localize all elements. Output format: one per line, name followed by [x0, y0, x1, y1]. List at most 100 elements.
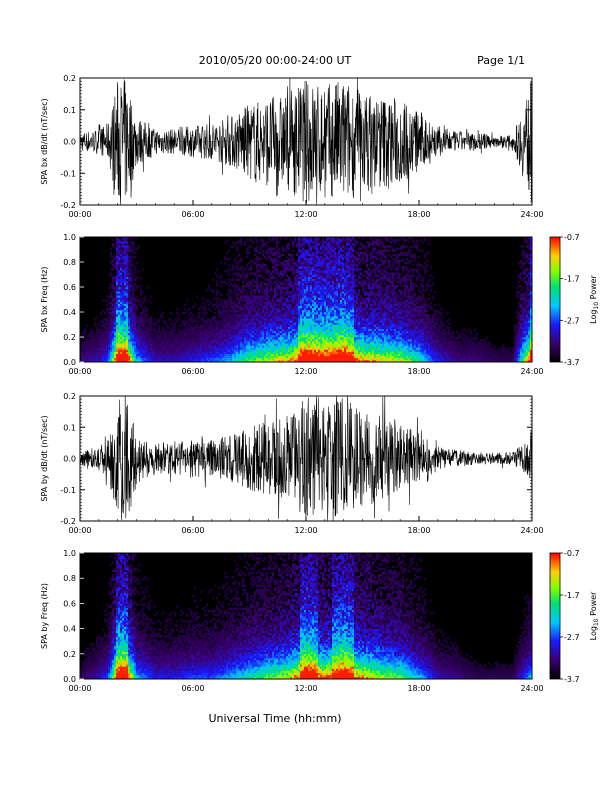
heatmap-cell — [280, 272, 283, 275]
heatmap-cell — [198, 341, 201, 344]
heatmap-cell — [282, 305, 285, 309]
heatmap-cell — [320, 303, 323, 307]
heatmap-cell — [226, 318, 229, 321]
heatmap-cell — [314, 347, 317, 350]
heatmap-cell — [292, 262, 295, 265]
heatmap-cell — [306, 287, 309, 290]
heatmap-cell — [312, 253, 315, 257]
heatmap-cell — [160, 337, 163, 340]
heatmap-cell — [112, 326, 115, 329]
heatmap-cell — [218, 357, 221, 361]
heatmap-cell — [158, 353, 161, 357]
heatmap-cell — [218, 343, 221, 346]
heatmap-cell — [260, 324, 263, 327]
heatmap-cell — [84, 351, 87, 354]
heatmap-cell — [210, 326, 213, 329]
heatmap-cell — [240, 237, 243, 240]
heatmap-cell — [184, 355, 187, 359]
heatmap-cell — [276, 349, 279, 352]
heatmap-cell — [142, 353, 145, 357]
heatmap-cell — [294, 303, 297, 307]
heatmap-cell — [114, 293, 117, 296]
heatmap-cell — [122, 334, 125, 338]
heatmap-cell — [252, 359, 255, 363]
heatmap-cell — [238, 309, 241, 313]
heatmap-cell — [228, 324, 231, 327]
heatmap-cell — [252, 295, 255, 298]
heatmap-cell — [326, 305, 329, 309]
heatmap-cell — [288, 264, 291, 267]
heatmap-cell — [330, 274, 333, 277]
heatmap-cell — [280, 345, 283, 348]
heatmap-cell — [304, 320, 307, 323]
heatmap-cell — [314, 293, 317, 296]
heatmap-cell — [88, 341, 91, 344]
heatmap-cell — [120, 241, 123, 244]
heatmap-cell — [282, 312, 285, 315]
heatmap-cell — [128, 268, 131, 271]
heatmap-cell — [314, 318, 317, 321]
heatmap-cell — [214, 357, 217, 361]
heatmap-cell — [332, 353, 335, 357]
heatmap-cell — [244, 341, 247, 344]
heatmap-cell — [280, 280, 283, 284]
heatmap-cell — [246, 301, 249, 304]
heatmap-cell — [296, 266, 299, 269]
heatmap-cell — [266, 337, 269, 340]
heatmap-cell — [276, 320, 279, 323]
heatmap-cell — [204, 309, 207, 313]
heatmap-cell — [84, 355, 87, 359]
heatmap-cell — [150, 316, 153, 319]
heatmap-cell — [216, 355, 219, 359]
heatmap-cell — [134, 339, 137, 342]
heatmap-cell — [214, 351, 217, 354]
heatmap-cell — [126, 351, 129, 354]
heatmap-cell — [138, 326, 141, 329]
heatmap-cell — [296, 314, 299, 317]
heatmap-cell — [332, 282, 335, 286]
heatmap-cell — [196, 326, 199, 329]
heatmap-cell — [254, 339, 257, 342]
heatmap-cell — [102, 353, 105, 357]
heatmap-cell — [222, 343, 225, 346]
heatmap-cell — [312, 299, 315, 302]
heatmap-cell — [132, 237, 135, 240]
heatmap-cell — [134, 332, 137, 336]
heatmap-cell — [318, 251, 321, 254]
heatmap-cell — [246, 334, 249, 338]
heatmap-cell — [122, 322, 125, 325]
heatmap-cell — [132, 332, 135, 336]
heatmap-cell — [202, 355, 205, 359]
heatmap-cell — [332, 243, 335, 246]
heatmap-cell — [232, 301, 235, 304]
heatmap-cell — [206, 341, 209, 344]
heatmap-cell — [288, 299, 291, 302]
heatmap-cell — [164, 330, 167, 334]
heatmap-cell — [304, 345, 307, 348]
heatmap-cell — [314, 255, 317, 259]
heatmap-cell — [330, 272, 333, 275]
heatmap-cell — [246, 307, 249, 311]
heatmap-cell — [232, 268, 235, 271]
heatmap-cell — [292, 284, 295, 288]
heatmap-cell — [248, 301, 251, 304]
heatmap-cell — [300, 320, 303, 323]
heatmap-cell — [300, 318, 303, 321]
heatmap-cell — [332, 257, 335, 261]
heatmap-cell — [278, 355, 281, 359]
heatmap-cell — [256, 264, 259, 267]
heatmap-cell — [270, 359, 273, 363]
heatmap-cell — [118, 268, 121, 271]
heatmap-cell — [148, 318, 151, 321]
heatmap-cell — [320, 355, 323, 359]
heatmap-cell — [298, 349, 301, 352]
heatmap-cell — [198, 334, 201, 338]
heatmap-cell — [134, 251, 137, 254]
heatmap-cell — [302, 332, 305, 336]
heatmap-cell — [298, 347, 301, 350]
heatmap-cell — [244, 303, 247, 307]
heatmap-cell — [246, 353, 249, 357]
heatmap-cell — [260, 332, 263, 336]
heatmap-cell — [268, 355, 271, 359]
heatmap-cell — [82, 341, 85, 344]
